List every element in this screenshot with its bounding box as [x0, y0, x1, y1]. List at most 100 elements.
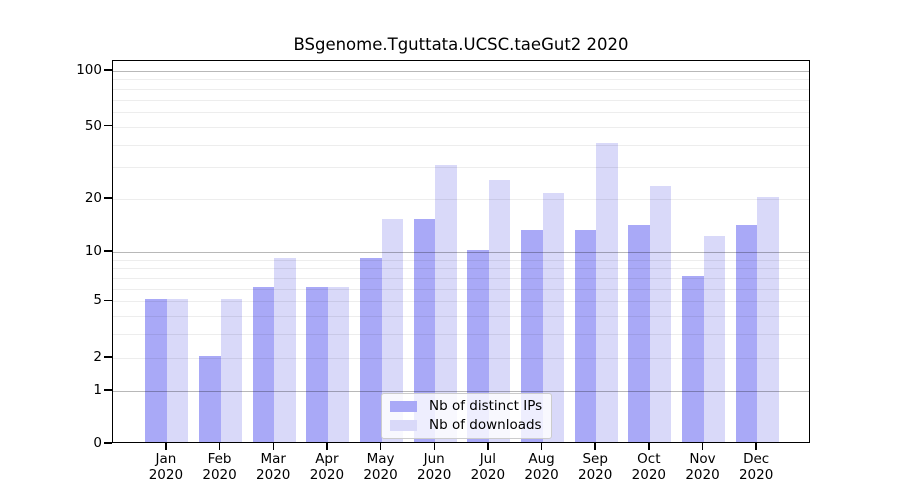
gridline-minor-4: [113, 316, 809, 318]
x-label-year: 2020: [685, 467, 720, 483]
gridline-major-1: [113, 391, 809, 393]
x-label-year: 2020: [256, 467, 291, 483]
y-tick-label-50: 50: [84, 117, 102, 134]
x-label-Mar: Mar 2020: [243, 451, 303, 483]
gridline-minor-7: [113, 277, 809, 279]
x-label-month: Jun: [423, 451, 445, 467]
y-tick-label-0: 0: [93, 435, 102, 451]
legend-swatch-downloads: [390, 420, 417, 431]
y-tick-0: [104, 442, 112, 444]
legend-swatch-ips: [390, 401, 417, 412]
x-label-year: 2020: [417, 467, 452, 483]
legend-label-ips: Nb of distinct IPs: [429, 398, 543, 414]
gridline-minor-60: [113, 112, 809, 114]
x-label-month: Jan: [155, 451, 177, 467]
bar-ips-Aug: [521, 230, 543, 442]
bar-ips-May: [360, 257, 382, 442]
x-label-year: 2020: [309, 467, 345, 483]
plot-area: Nb of distinct IPs Nb of downloads: [112, 60, 810, 443]
x-label-Aug: Aug 2020: [512, 451, 572, 483]
x-label-year: 2020: [577, 467, 613, 483]
y-tick-50: [104, 125, 112, 127]
bar-downloads-Apr: [327, 286, 350, 442]
gridline-minor-5: [113, 301, 809, 303]
bar-ips-Sep: [574, 230, 597, 442]
y-tick-label-20: 20: [84, 190, 102, 207]
x-label-Oct: Oct 2020: [619, 451, 679, 483]
x-label-Sep: Sep 2020: [565, 451, 625, 483]
gridline-minor-20: [113, 199, 809, 201]
bar-downloads-Feb: [220, 299, 243, 442]
bar-ips-Mar: [252, 286, 275, 442]
x-label-month: Mar: [260, 451, 286, 467]
gridline-minor-90: [113, 79, 809, 81]
y-tick-100: [104, 69, 112, 71]
y-tick-20: [104, 197, 112, 199]
bar-downloads-Mar: [274, 257, 296, 442]
y-tick-label-10: 10: [84, 242, 102, 259]
bar-downloads-Nov: [703, 236, 725, 442]
gridline-major-100: [113, 70, 809, 72]
y-tick-5: [104, 299, 112, 302]
x-tick-Apr: [326, 443, 328, 450]
gridline-minor-3: [113, 334, 809, 336]
x-label-Nov: Nov 2020: [673, 451, 733, 483]
gridline-minor-70: [113, 99, 809, 101]
x-label-month: Jul: [479, 451, 496, 467]
bar-ips-Apr: [306, 286, 328, 442]
bar-ips-Dec: [735, 224, 758, 442]
x-label-month: Apr: [315, 451, 339, 467]
x-label-month: Oct: [637, 451, 661, 467]
x-label-year: 2020: [470, 467, 506, 483]
x-label-month: Dec: [743, 451, 770, 467]
y-tick-10: [104, 250, 112, 252]
x-tick-Jun: [433, 443, 435, 450]
bar-ips-Oct: [628, 224, 650, 442]
legend-item-downloads: Nb of downloads: [390, 417, 542, 434]
gridline-minor-9: [113, 259, 809, 261]
x-tick-Aug: [540, 443, 543, 450]
y-tick-label-5: 5: [93, 292, 102, 309]
x-label-month: Sep: [582, 451, 608, 467]
x-label-year: 2020: [202, 467, 237, 483]
x-tick-Dec: [755, 443, 757, 450]
gridline-minor-6: [113, 288, 809, 290]
bar-downloads-Sep: [596, 142, 618, 442]
gridline-minor-40: [113, 144, 809, 146]
x-label-Dec: Dec 2020: [726, 451, 786, 483]
y-tick-label-2: 2: [93, 348, 102, 365]
x-tick-Nov: [701, 443, 704, 450]
y-tick-label-1: 1: [93, 382, 102, 399]
gridline-major-10: [113, 251, 809, 253]
x-tick-Jul: [487, 443, 489, 450]
x-label-Apr: Apr 2020: [297, 451, 357, 483]
bar-ips-Jun: [413, 219, 436, 442]
x-label-May: May 2020: [351, 451, 411, 483]
x-tick-Sep: [594, 443, 596, 450]
chart-title: BSgenome.Tguttata.UCSC.taeGut2 2020: [293, 35, 629, 54]
gridline-minor-8: [113, 268, 809, 270]
x-tick-Mar: [272, 443, 274, 450]
bar-ips-Feb: [199, 355, 221, 442]
x-label-month: Feb: [207, 451, 232, 467]
bar-ips-Nov: [682, 275, 704, 442]
gridline-minor-2: [113, 357, 809, 359]
bar-downloads-Oct: [649, 186, 672, 442]
x-label-year: 2020: [363, 467, 398, 483]
bar-downloads-Jan: [166, 299, 189, 442]
x-label-Jan: Jan 2020: [136, 451, 196, 483]
x-tick-Jan: [165, 443, 167, 450]
bar-downloads-Jun: [435, 165, 457, 442]
x-label-month: Nov: [689, 451, 716, 467]
bar-downloads-Jul: [488, 179, 511, 442]
legend-item-distinct-ips: Nb of distinct IPs: [390, 398, 542, 415]
gridline-minor-30: [113, 167, 809, 169]
gridline-minor-80: [113, 88, 809, 90]
x-tick-Feb: [218, 443, 221, 450]
x-label-year: 2020: [524, 467, 559, 483]
y-tick-2: [104, 356, 112, 358]
x-label-month: May: [366, 451, 395, 467]
x-tick-Oct: [648, 443, 650, 450]
x-label-year: 2020: [148, 467, 184, 483]
